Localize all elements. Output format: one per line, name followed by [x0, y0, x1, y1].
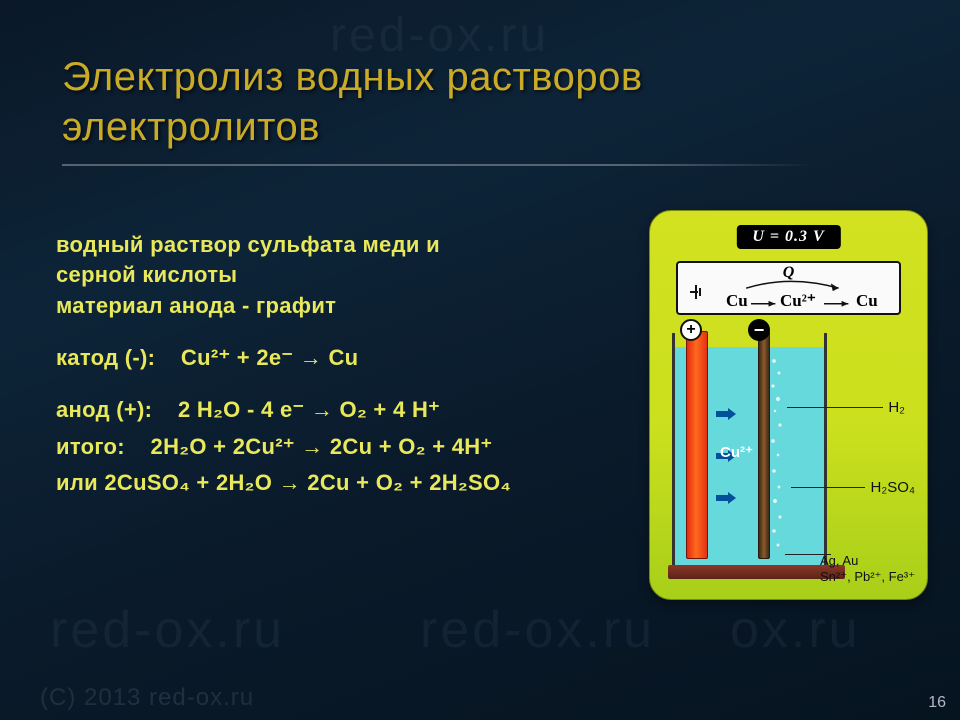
total-eq: 2H₂O + 2Cu²⁺ → 2Cu + O₂ + 4H⁺	[151, 434, 493, 459]
cathode-row: катод (-): Cu²⁺ + 2e⁻ → Cu	[56, 343, 616, 373]
voltage-badge: U = 0.3 V	[736, 225, 840, 249]
leader-line	[785, 554, 831, 555]
total-row: итого: 2H₂O + 2Cu²⁺ → 2Cu + O₂ + 4H⁺	[56, 432, 616, 462]
watermark: red-ox.ru	[420, 600, 655, 660]
label-impurities-l2: Sn²⁺, Pb²⁺, Fe³⁺	[820, 569, 915, 585]
beaker-wall	[824, 333, 827, 571]
q-box: Q Cu Cu²⁺ Cu	[676, 261, 901, 315]
subheading-line2: серной кислоты	[56, 260, 616, 290]
label-impurities-l1: Ag, Au	[820, 553, 915, 569]
cathode-electrode	[758, 331, 770, 559]
title-block: Электролиз водных растворов электролитов	[62, 52, 900, 166]
or-row: или 2CuSO₄ + 2H₂O → 2Cu + O₂ + 2H₂SO₄	[56, 468, 616, 498]
cathode-label: катод (-):	[56, 345, 155, 370]
title-underline	[62, 164, 816, 166]
battery-icon	[688, 277, 704, 307]
base-plate	[668, 565, 845, 579]
leader-line	[791, 487, 865, 488]
label-h2: H₂	[888, 399, 905, 416]
minus-icon: −	[748, 319, 770, 341]
watermark: red-ox.ru	[50, 600, 285, 660]
or-eq: 2CuSO₄ + 2H₂O → 2Cu + O₂ + 2H₂SO₄	[104, 470, 511, 495]
content-area: водный раствор сульфата меди и серной ки…	[56, 230, 616, 499]
q-cu2: Cu²⁺	[780, 291, 816, 311]
subheading-line3: материал анода - графит	[56, 291, 616, 321]
beaker-wall	[672, 333, 675, 571]
page-number: 16	[928, 694, 946, 712]
total-label: итого:	[56, 434, 125, 459]
cathode-sign: −	[748, 319, 770, 341]
or-label: или	[56, 470, 98, 495]
anode-row: анод (+): 2 H₂O - 4 e⁻ → O₂ + 4 H⁺	[56, 395, 616, 425]
slide-title: Электролиз водных растворов электролитов	[62, 52, 900, 152]
anode-label: анод (+):	[56, 397, 152, 422]
copyright-text: (C) 2013 red-ox.ru	[40, 684, 254, 712]
label-impurities: Ag, Au Sn²⁺, Pb²⁺, Fe³⁺	[820, 553, 915, 586]
q-cu1: Cu	[726, 291, 748, 311]
anode-eq: 2 H₂O - 4 e⁻ → O₂ + 4 H⁺	[178, 397, 440, 422]
subheading-line1: водный раствор сульфата меди и	[56, 230, 616, 260]
flow-arrow-icon	[716, 491, 736, 503]
cathode-eq: Cu²⁺ + 2e⁻ → Cu	[181, 345, 358, 370]
anode-electrode	[686, 331, 708, 559]
diagram-panel: U = 0.3 V Q Cu Cu²⁺ Cu +	[649, 210, 928, 600]
plus-icon: +	[680, 319, 702, 341]
anode-sign: +	[680, 319, 714, 337]
leader-line	[787, 407, 883, 408]
label-h2so4: H₂SO₄	[871, 479, 915, 496]
q-cu3: Cu	[856, 291, 878, 311]
label-cu2plus: Cu²⁺	[720, 443, 753, 461]
flow-arrow-icon	[716, 407, 736, 419]
